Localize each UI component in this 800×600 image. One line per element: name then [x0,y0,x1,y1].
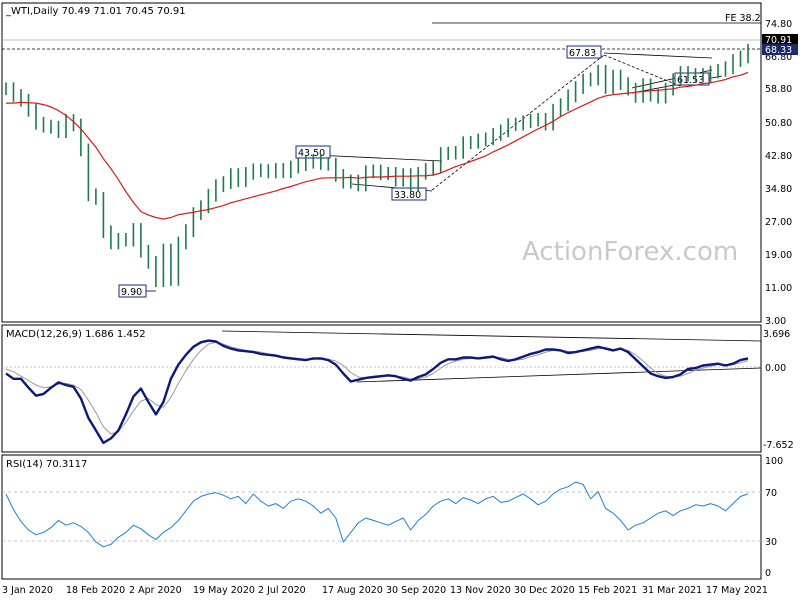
rsi-y-axis: 100 70 30 0 [765,456,783,579]
macd-title: MACD(12,26,9) 1.686 1.452 [6,329,146,340]
x-tick: 15 Feb 2021 [578,585,637,596]
macd-y-tick: 3.696 [763,329,790,340]
price-y-tick: 66.80 [765,52,792,63]
price-y-tick: 19.00 [765,250,792,261]
rsi-y-tick: 30 [765,537,777,548]
price-y-tick: 3.00 [765,316,786,327]
x-tick: 2 Apr 2020 [129,585,182,596]
label-9-90: 9.90 [121,287,142,298]
label-61-53: 61.53 [677,75,704,86]
price-series [6,71,749,220]
x-tick: 19 May 2020 [193,585,255,596]
x-tick: 3 Jan 2020 [2,585,53,596]
x-tick: 13 Nov 2020 [450,585,511,596]
x-tick: 17 May 2021 [706,585,768,596]
price-y-tick: 27.00 [765,217,792,228]
macd-series [5,339,749,445]
last-price-tag-bg [762,34,798,45]
label-67-83: 67.83 [569,48,596,59]
trendline-dashed-up [431,54,605,191]
rsi-y-tick: 0 [765,568,771,579]
trendline-flag-upper [603,52,713,59]
moving-average-line [6,71,749,220]
macd-line [5,339,749,445]
level-tag-bg [762,44,798,55]
price-y-tick: 11.00 [765,283,792,294]
level-tag: 68.33 [765,45,792,56]
price-panel-frame [1,2,762,323]
x-tick: 30 Dec 2020 [514,585,575,596]
rsi-title: RSI(14) 70.3117 [6,459,87,470]
price-title: _WTI,Daily 70.49 71.01 70.45 70.91 [5,6,186,17]
watermark: ActionForex.com [522,237,738,267]
trendline-dashed-down [603,54,681,87]
last-price-tag: 70.91 [765,35,792,46]
price-y-tick: 42.80 [765,151,792,162]
x-tick: 17 Aug 2020 [322,585,383,596]
rsi-levels [2,491,761,542]
x-tick: 2 Jul 2020 [258,585,306,596]
price-y-tick: 74.80 [765,19,792,30]
trendline-upper [314,154,443,162]
macd-panel-frame [1,324,762,453]
x-tick: 18 Feb 2020 [66,585,125,596]
macd-y-axis: 3.696 0.00 -7.652 [763,329,794,451]
price-candles [5,43,749,287]
label-67-83-box [566,45,602,59]
macd-y-tick: 0.00 [765,363,786,374]
price-y-axis: 74.80 66.80 58.80 50.80 42.80 34.80 27.0… [762,19,798,327]
rsi-series [5,481,749,548]
rsi-line [5,481,749,548]
price-y-tick: 34.80 [765,184,792,195]
label-9-90-box [118,284,147,298]
x-tick: 30 Sep 2020 [386,585,446,596]
price-annotations: FE 38.2 67.83 61.53 43.50 33.80 9.90 [2,13,761,298]
label-61-53-box [674,72,710,86]
price-y-tick: 58.80 [765,84,792,95]
price-y-tick: 50.80 [765,118,792,129]
rsi-y-tick: 100 [765,456,783,467]
macd-upper-trendline [221,330,762,342]
label-43-50: 43.50 [298,148,325,159]
rsi-y-tick: 70 [765,488,777,499]
label-33-80: 33.80 [394,190,421,201]
macd-y-tick: -7.652 [763,440,794,451]
x-axis: 3 Jan 2020 18 Feb 2020 2 Apr 2020 19 May… [2,585,768,596]
rsi-panel-frame [1,454,762,580]
x-tick: 31 Mar 2021 [642,585,702,596]
fe-label: FE 38.2 [725,13,761,24]
